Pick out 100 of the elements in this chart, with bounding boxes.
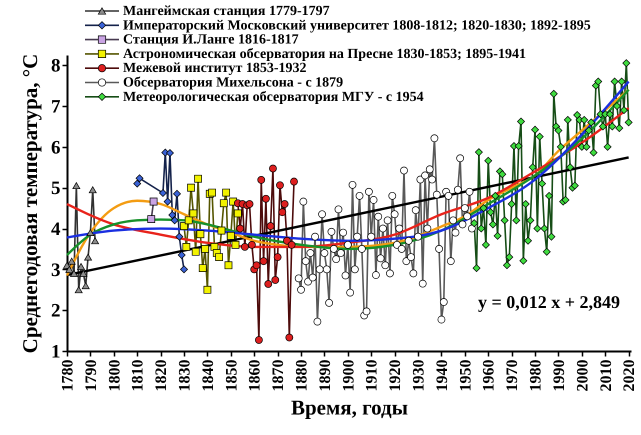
point: [72, 182, 80, 190]
point: [147, 215, 156, 224]
point: [65, 266, 74, 273]
point: [208, 188, 216, 196]
x-tick-label: 2010: [598, 360, 615, 392]
point: [159, 189, 167, 197]
point: [178, 251, 186, 259]
point: [218, 226, 226, 234]
point: [240, 243, 249, 251]
legend-label: Станция И.Ланге 1816-1817: [123, 32, 299, 48]
x-tick-label: 1990: [550, 360, 568, 392]
point: [180, 265, 188, 274]
point: [215, 253, 223, 261]
y-tick-label: 4: [51, 219, 61, 240]
point: [166, 149, 174, 157]
legend-label: Мангеймская станция 1779-1797: [123, 4, 330, 19]
point: [266, 222, 274, 230]
point: [84, 254, 92, 261]
x-tick-label: 1940: [434, 360, 451, 392]
point: [187, 184, 195, 192]
point: [82, 282, 90, 290]
x-tick-label: 1910: [364, 360, 381, 392]
point: [68, 258, 76, 265]
point: [226, 232, 235, 240]
point: [271, 276, 280, 284]
point: [224, 261, 232, 270]
x-tick-label: 1980: [528, 360, 545, 392]
point: [180, 222, 188, 230]
point: [252, 261, 260, 270]
point: [276, 181, 284, 190]
point: [194, 174, 202, 183]
point: [136, 174, 144, 182]
x-tick-label: 2020: [621, 360, 638, 392]
point: [192, 248, 200, 256]
point: [234, 210, 242, 218]
x-tick-label: 1900: [340, 360, 358, 392]
point: [189, 210, 198, 218]
point: [133, 180, 142, 188]
point: [164, 198, 172, 206]
legend-label: Метеорологическая обсерватория МГУ - с 1954: [123, 90, 424, 105]
y-tick-label: 7: [51, 96, 61, 118]
point: [248, 240, 256, 249]
point: [222, 188, 230, 196]
x-tick-label: 1780: [60, 360, 76, 392]
x-tick-label: 1920: [387, 360, 404, 392]
x-tick-label: 2000: [574, 360, 592, 392]
point: [198, 264, 207, 272]
x-tick-label: 1950: [457, 360, 474, 392]
point: [220, 199, 228, 208]
point: [280, 200, 289, 208]
y-tick-label: 5: [51, 178, 60, 200]
point: [246, 200, 254, 208]
line-series: [66, 106, 630, 249]
legend-label: Астрономическая обсерватория на Пресне 1830-1853; 1895-1941: [123, 46, 526, 62]
point: [74, 286, 83, 294]
point: [175, 232, 184, 241]
annotation: y = 0,012 x + 2,849: [478, 292, 620, 312]
point: [264, 280, 272, 288]
y-axis-title: Среднегодовая температура, °С: [18, 54, 42, 354]
point: [173, 190, 181, 198]
point: [288, 240, 296, 249]
x-tick-label: 1960: [480, 360, 498, 392]
point: [168, 211, 176, 219]
point: [91, 237, 99, 244]
point: [79, 270, 88, 277]
x-tick-label: 1840: [200, 360, 217, 392]
point: [150, 198, 158, 206]
x-tick-label: 1800: [106, 360, 124, 392]
y-tick-label: 8: [51, 56, 60, 77]
point: [290, 178, 298, 186]
x-tick-label: 1830: [176, 360, 194, 392]
point: [196, 230, 204, 238]
point: [260, 257, 268, 266]
point: [182, 243, 190, 251]
point: [269, 164, 277, 172]
point: [88, 186, 97, 194]
x-tick-label: 1970: [504, 360, 522, 392]
point: [274, 253, 282, 261]
legend-label: Обсерватория Михельсона - с 1879: [123, 76, 344, 90]
x-tick-label: 1810: [130, 360, 147, 392]
x-axis-title: Время, годы: [290, 396, 408, 420]
point: [201, 245, 209, 253]
x-tick-label: 1860: [246, 360, 264, 392]
point: [232, 240, 240, 249]
point: [257, 176, 266, 184]
point: [70, 270, 78, 277]
point: [77, 263, 85, 270]
y-tick-label: 6: [51, 137, 60, 158]
x-tick-label: 1930: [410, 360, 428, 392]
y-tick-label: 1: [51, 342, 60, 362]
x-tick-label: 1850: [223, 360, 240, 392]
point: [170, 216, 179, 224]
point: [255, 336, 263, 344]
x-tick-label: 1820: [153, 360, 170, 392]
point: [262, 194, 270, 203]
legend-label: Императорский Московский университет 1808-1812; 1820-1830; 1892-1895: [123, 18, 591, 34]
point: [236, 224, 244, 232]
x-tick-label: 1790: [82, 360, 100, 392]
legend-label: Межевой институт 1853-1932: [123, 61, 306, 76]
x-tick-label: 1890: [316, 360, 334, 392]
